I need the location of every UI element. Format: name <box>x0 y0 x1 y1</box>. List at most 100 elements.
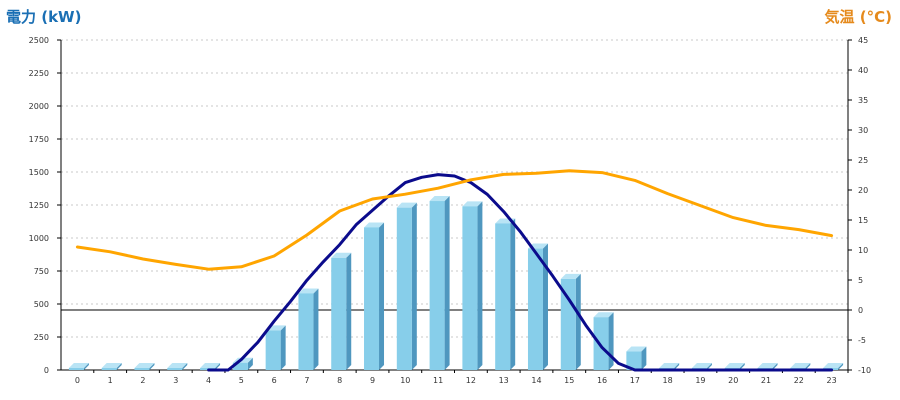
x-tick-label: 3 <box>173 376 178 385</box>
bar-face <box>396 207 412 370</box>
left-tick-label: 2500 <box>29 36 49 45</box>
bar <box>462 201 483 370</box>
bar-side <box>510 218 516 370</box>
bar-face <box>298 293 314 370</box>
bar-side <box>280 325 286 370</box>
x-tick-label: 15 <box>564 376 574 385</box>
left-tick-label: 1250 <box>29 201 49 210</box>
right-tick-label: -5 <box>858 336 866 345</box>
x-tick-label: 8 <box>337 376 342 385</box>
bar-top <box>691 363 712 368</box>
bar-top <box>200 363 221 368</box>
bar <box>167 363 188 370</box>
bar-top <box>364 222 385 228</box>
x-tick-label: 20 <box>728 376 738 385</box>
bar-side <box>379 222 385 370</box>
grid <box>61 39 848 338</box>
x-tick-label: 12 <box>466 376 476 385</box>
left-tick-label: 1000 <box>29 234 49 243</box>
right-tick-label: 25 <box>858 156 868 165</box>
x-tick-label: 23 <box>827 376 837 385</box>
bar-side <box>411 202 417 370</box>
temperature-line <box>75 169 834 271</box>
bar-side <box>149 363 155 370</box>
power-line <box>207 173 834 372</box>
bar-side <box>477 201 483 370</box>
right-tick-label: 5 <box>858 276 863 285</box>
x-tick-label: 4 <box>206 376 211 385</box>
bar-top <box>823 363 844 368</box>
bar-top <box>298 288 319 294</box>
x-tick-label: 14 <box>531 376 541 385</box>
bar-side <box>575 273 581 370</box>
left-tick-label: 1750 <box>29 135 49 144</box>
bar-face <box>265 330 281 370</box>
bar <box>331 252 352 370</box>
bar-side <box>739 363 745 370</box>
right-tick-label: 30 <box>858 126 868 135</box>
x-tick-label: 19 <box>695 376 705 385</box>
bar-top <box>101 363 122 368</box>
bar-side <box>674 363 680 370</box>
bar <box>101 363 122 370</box>
x-tick-label: 0 <box>75 376 80 385</box>
bar-top <box>593 312 614 318</box>
bar-side <box>838 363 844 370</box>
x-tick-label: 16 <box>597 376 607 385</box>
bar-side <box>313 288 319 370</box>
bar-face <box>68 368 84 370</box>
bar-side <box>542 243 548 370</box>
bar <box>364 222 385 370</box>
bar-side <box>805 363 811 370</box>
x-tick-label: 2 <box>140 376 145 385</box>
bar-side <box>215 363 221 370</box>
tick-labels: 02505007501000125015001750200022502500-1… <box>29 36 871 385</box>
bar <box>68 363 89 370</box>
bar <box>134 363 155 370</box>
bar-side <box>83 363 89 370</box>
bar-top <box>626 346 647 352</box>
x-tick-label: 6 <box>272 376 277 385</box>
bar-top <box>560 273 581 279</box>
bar <box>495 218 516 370</box>
left-tick-label: 500 <box>34 300 49 309</box>
x-tick-label: 9 <box>370 376 375 385</box>
bar-top <box>68 363 89 368</box>
x-tick-label: 11 <box>433 376 443 385</box>
bar-side <box>608 312 614 370</box>
x-tick-label: 22 <box>794 376 804 385</box>
x-tick-label: 1 <box>108 376 113 385</box>
left-tick-label: 1500 <box>29 168 49 177</box>
bar-top <box>724 363 745 368</box>
right-tick-label: 45 <box>858 36 868 45</box>
bar-series <box>68 196 844 370</box>
bar <box>626 346 647 370</box>
bar <box>429 196 450 370</box>
x-tick-label: 5 <box>239 376 244 385</box>
bar-top <box>790 363 811 368</box>
bar-top <box>331 252 352 258</box>
x-tick-label: 21 <box>761 376 771 385</box>
bar <box>265 325 286 370</box>
right-axis-title: 気温 (°C) <box>825 8 892 26</box>
bar-face <box>626 351 642 370</box>
bar-side <box>641 346 647 370</box>
right-tick-label: 0 <box>858 306 863 315</box>
bar-side <box>116 363 122 370</box>
left-tick-label: 2000 <box>29 102 49 111</box>
axes <box>57 39 852 373</box>
right-tick-label: -10 <box>858 366 871 375</box>
bar-side <box>247 357 253 370</box>
line-series <box>75 169 834 372</box>
bar-top <box>659 363 680 368</box>
x-tick-label: 7 <box>304 376 309 385</box>
left-tick-label: 250 <box>34 333 49 342</box>
bar-face <box>527 248 543 370</box>
x-tick-label: 13 <box>499 376 509 385</box>
bar <box>560 273 581 370</box>
right-tick-label: 20 <box>858 186 868 195</box>
bar-face <box>364 227 380 370</box>
bar-top <box>757 363 778 368</box>
right-tick-label: 40 <box>858 66 868 75</box>
